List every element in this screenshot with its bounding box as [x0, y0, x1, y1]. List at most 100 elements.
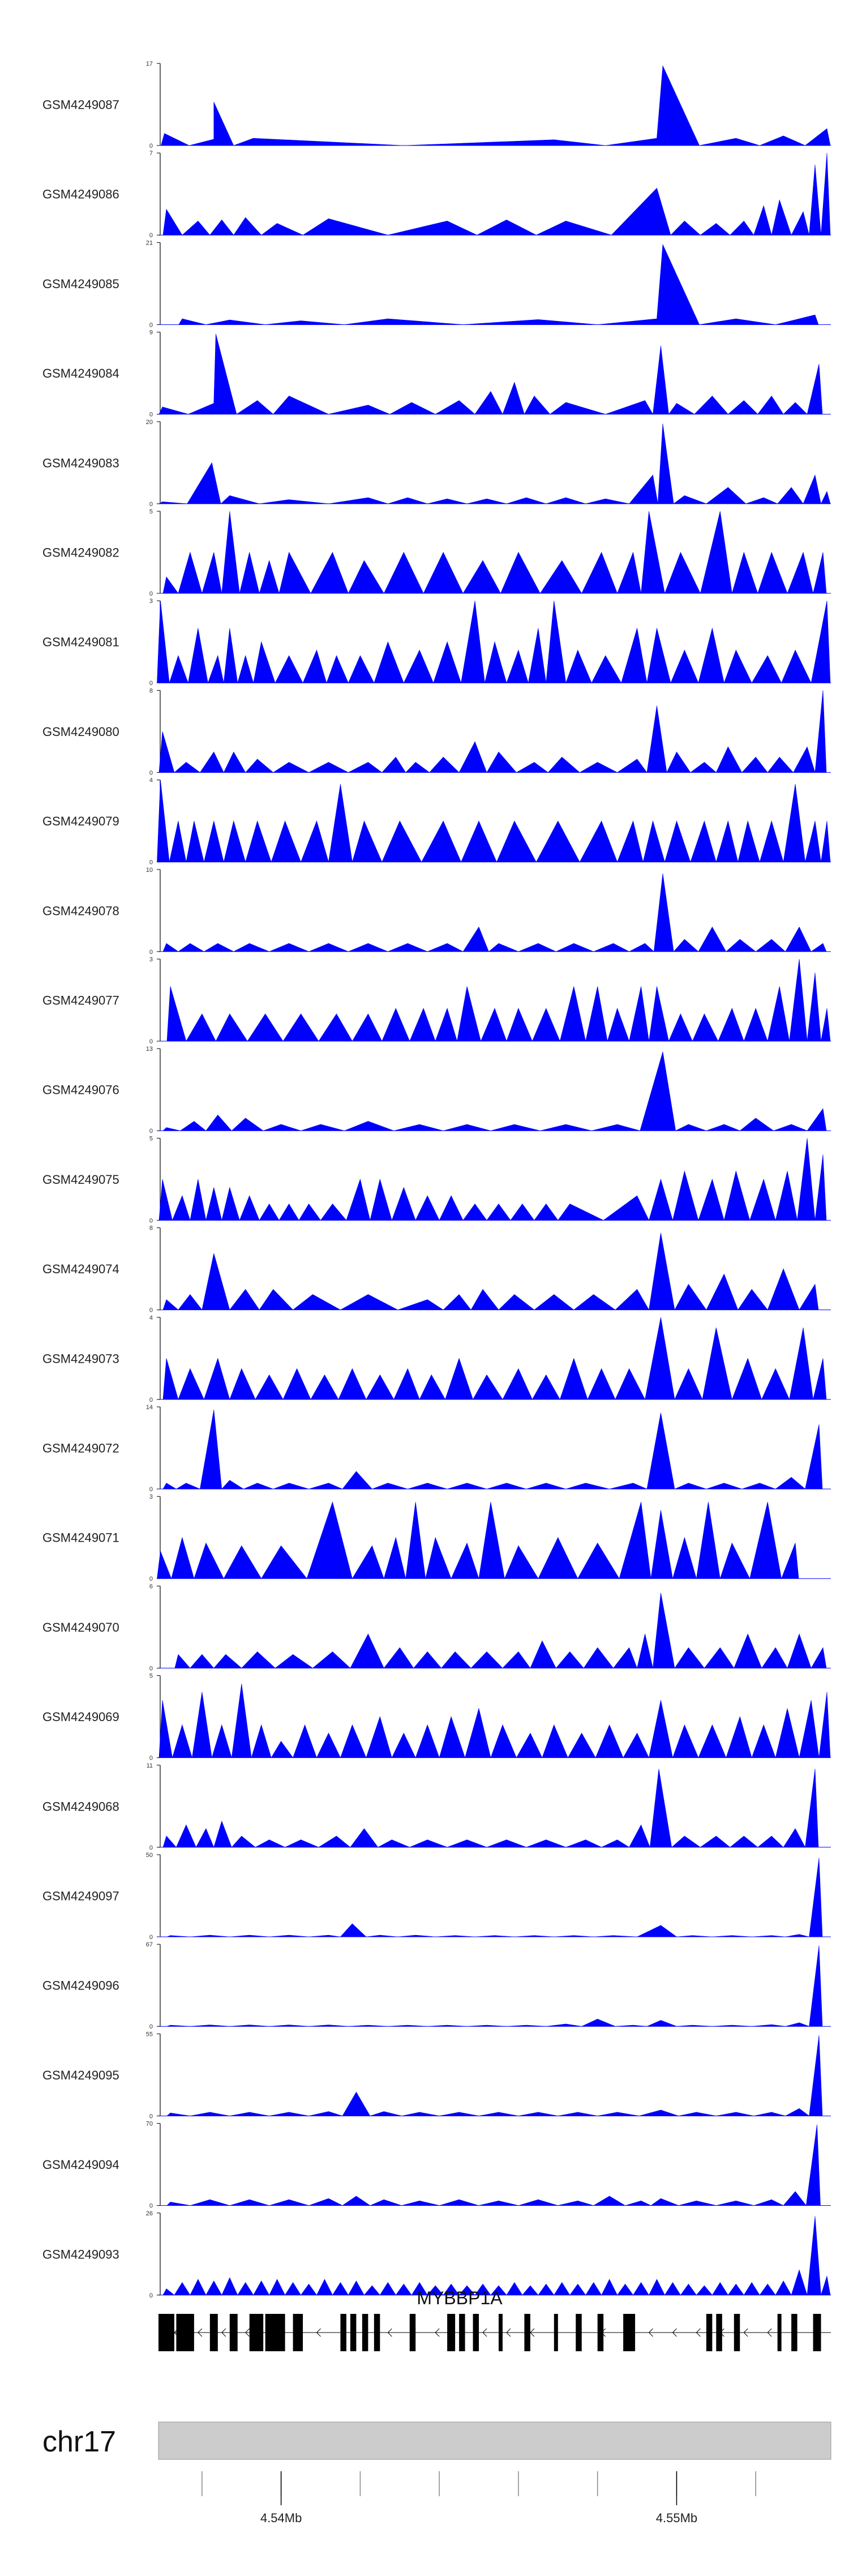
- genome-axis: 4.54Mb 4.55Mb: [201, 2471, 756, 2525]
- track-label: GSM4249083: [42, 456, 119, 470]
- track-label: GSM4249079: [42, 814, 119, 828]
- exon-block: [576, 2314, 582, 2351]
- coverage-area: [166, 1945, 823, 2027]
- ideogram-track: chr17: [42, 2421, 831, 2460]
- y-max-label: 3: [149, 598, 153, 605]
- track-GSM4249069: GSM4249069 5 0: [42, 1673, 831, 1762]
- y-min-label: 0: [149, 1665, 153, 1672]
- exon-block: [706, 2314, 713, 2351]
- y-max-label: 67: [146, 1941, 153, 1948]
- track-label: GSM4249094: [42, 2158, 119, 2172]
- exon-block: [362, 2314, 368, 2351]
- coverage-area: [157, 601, 831, 684]
- coverage-area: [162, 1769, 819, 1848]
- y-max-label: 8: [149, 1225, 153, 1232]
- track-GSM4249078: GSM4249078 10 0: [42, 867, 831, 956]
- track-GSM4249085: GSM4249085 21 0: [42, 239, 831, 328]
- y-min-label: 0: [149, 590, 153, 597]
- coverage-area: [166, 1858, 823, 1937]
- y-min-label: 0: [149, 412, 153, 418]
- exon-block: [734, 2314, 740, 2351]
- y-max-label: 5: [149, 1673, 153, 1680]
- y-min-label: 0: [149, 1845, 153, 1851]
- track-label: GSM4249082: [42, 546, 119, 560]
- y-max-label: 9: [149, 330, 153, 336]
- y-max-label: 17: [146, 61, 153, 67]
- track-label: GSM4249085: [42, 277, 119, 291]
- track-label: GSM4249077: [42, 994, 119, 1008]
- strand-arrow: [696, 2328, 701, 2337]
- track-label: GSM4249068: [42, 1799, 119, 1813]
- coverage-area: [162, 1410, 823, 1490]
- y-min-label: 0: [149, 501, 153, 508]
- track-label: GSM4249097: [42, 1889, 119, 1903]
- track-GSM4249097: GSM4249097 50 0: [42, 1852, 831, 1941]
- track-GSM4249075: GSM4249075 5 0: [42, 1135, 831, 1224]
- coverage-area: [158, 423, 831, 504]
- coverage-area: [162, 2216, 831, 2296]
- coverage-area: [162, 1317, 827, 1400]
- axis-tick-label: 4.54Mb: [260, 2511, 302, 2525]
- track-GSM4249071: GSM4249071 3 0: [42, 1494, 831, 1582]
- exon-block: [791, 2314, 797, 2351]
- exon-block: [498, 2314, 503, 2351]
- track-GSM4249080: GSM4249080 8 0: [42, 687, 831, 776]
- y-max-label: 55: [146, 2031, 153, 2038]
- y-min-label: 0: [149, 232, 153, 239]
- y-max-label: 7: [149, 150, 153, 157]
- gene-track: MYBBP1A: [158, 2288, 831, 2351]
- y-min-label: 0: [149, 1934, 153, 1941]
- coverage-area: [162, 511, 827, 594]
- track-GSM4249074: GSM4249074 8 0: [42, 1225, 831, 1314]
- track-label: GSM4249096: [42, 1979, 119, 1993]
- y-min-label: 0: [149, 143, 153, 149]
- coverage-area: [166, 2035, 823, 2116]
- y-min-label: 0: [149, 1307, 153, 1314]
- track-label: GSM4249078: [42, 904, 119, 918]
- y-max-label: 10: [146, 867, 153, 874]
- chromosome-ideogram: [158, 2421, 831, 2460]
- y-min-label: 0: [149, 1038, 153, 1045]
- track-GSM4249076: GSM4249076 13 0: [42, 1046, 831, 1135]
- track-GSM4249084: GSM4249084 9 0: [42, 330, 831, 418]
- y-min-label: 0: [149, 2203, 153, 2210]
- exon-block: [293, 2314, 303, 2351]
- exon-block: [473, 2314, 479, 2351]
- exon-block: [777, 2314, 782, 2351]
- y-max-label: 50: [146, 1852, 153, 1859]
- y-min-label: 0: [149, 1755, 153, 1762]
- exon-block: [716, 2314, 722, 2351]
- y-min-label: 0: [149, 322, 153, 328]
- exon-block: [813, 2314, 821, 2351]
- coverage-area: [157, 1501, 799, 1580]
- axis-tick-label: 4.55Mb: [656, 2511, 697, 2525]
- exon-block: [209, 2314, 218, 2351]
- exon-block: [409, 2314, 416, 2351]
- y-max-label: 5: [149, 1135, 153, 1142]
- y-min-label: 0: [149, 1128, 153, 1135]
- track-label: GSM4249095: [42, 2068, 119, 2082]
- track-GSM4249079: GSM4249079 4 0: [42, 777, 831, 866]
- track-GSM4249072: GSM4249072 14 0: [42, 1404, 831, 1493]
- strand-arrow: [387, 2328, 392, 2337]
- y-max-label: 4: [149, 777, 153, 784]
- exon-block: [554, 2314, 558, 2351]
- y-min-label: 0: [149, 1217, 153, 1224]
- coverage-area: [166, 958, 831, 1042]
- y-max-label: 3: [149, 1494, 153, 1500]
- track-GSM4249073: GSM4249073 4 0: [42, 1315, 831, 1403]
- track-GSM4249096: GSM4249096 67 0: [42, 1941, 831, 2030]
- track-GSM4249094: GSM4249094 70 0: [42, 2121, 831, 2210]
- track-label: GSM4249075: [42, 1173, 119, 1187]
- strand-arrow: [482, 2328, 487, 2337]
- coverage-area: [158, 1684, 831, 1758]
- chromosome-label: chr17: [42, 2425, 116, 2458]
- exon-block: [374, 2314, 380, 2351]
- track-GSM4249068: GSM4249068 11 0: [42, 1762, 831, 1851]
- track-label: GSM4249081: [42, 635, 119, 649]
- y-min-label: 0: [149, 2023, 153, 2030]
- exon-block: [158, 2314, 174, 2351]
- y-max-label: 20: [146, 419, 153, 426]
- coverage-area: [161, 65, 831, 146]
- gene-name: MYBBP1A: [417, 2288, 503, 2308]
